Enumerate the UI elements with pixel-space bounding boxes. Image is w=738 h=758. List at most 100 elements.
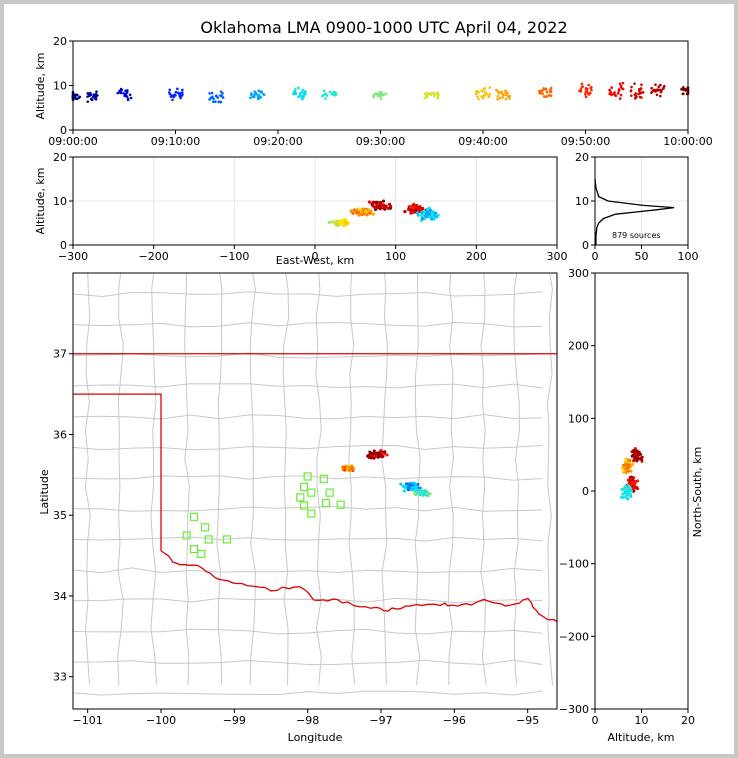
plan-view-source xyxy=(343,465,347,469)
time-height-source xyxy=(219,94,223,97)
time-height-source xyxy=(292,92,296,96)
ew-height-source xyxy=(413,210,417,214)
time-height-source xyxy=(496,98,499,101)
time-height-xtick-label: 09:00:00 xyxy=(48,135,97,148)
time-height-source xyxy=(380,91,383,94)
plan-view-source xyxy=(413,491,417,495)
time-height-source xyxy=(637,92,640,96)
time-height-source xyxy=(378,91,381,94)
county-line xyxy=(184,273,190,685)
time-height-source xyxy=(590,85,593,89)
ew-height-source xyxy=(409,205,413,209)
time-height-source xyxy=(629,89,633,92)
ns-height-panel: 0 10 20 −300 −200 −100 0 100 200 300 Altitude, km… xyxy=(559,267,704,744)
ew-height-source xyxy=(383,207,387,211)
plan-view-source xyxy=(369,456,373,460)
ns-height-ytick-label: 200 xyxy=(568,340,589,353)
time-height-source xyxy=(682,92,685,96)
ew-height-source xyxy=(427,215,431,219)
ew-height-source xyxy=(349,209,353,213)
time-height-source xyxy=(584,95,588,99)
ew-height-source xyxy=(427,212,431,216)
time-height-source xyxy=(585,90,589,93)
ns-height-source xyxy=(630,450,634,454)
county-line xyxy=(513,273,520,685)
ns-height-source xyxy=(622,469,626,473)
lma-station-marker xyxy=(200,523,210,532)
ew-height-source xyxy=(371,200,375,205)
plan-view-source xyxy=(406,486,410,490)
ew-height-xlabel: East-West, km xyxy=(276,254,354,267)
ew-height-source xyxy=(422,209,426,214)
ew-height-source xyxy=(416,213,420,217)
ns-height-source xyxy=(640,457,644,461)
county-line xyxy=(381,273,388,685)
ns-height-source xyxy=(623,490,627,494)
time-height-ytick-label: 10 xyxy=(53,80,67,93)
ns-height-ylabel: North-South, km xyxy=(691,447,704,538)
county-line xyxy=(73,383,543,389)
ew-height-ylabel: Altitude, km xyxy=(34,167,47,234)
time-height-source xyxy=(549,88,552,91)
time-height-source xyxy=(376,94,380,97)
ns-height-source xyxy=(633,455,637,459)
lma-station-marker xyxy=(182,531,191,540)
time-height-source xyxy=(208,92,211,95)
time-height-source xyxy=(372,93,376,97)
ns-height-source xyxy=(631,481,635,485)
time-height-source xyxy=(640,96,643,99)
altitude-histogram-panel: 0 50 100 0 10 20 879 sources xyxy=(575,151,699,263)
time-height-source xyxy=(485,92,488,95)
plan-view-source xyxy=(343,468,347,472)
time-height-source xyxy=(294,88,297,91)
time-height-source xyxy=(253,90,257,93)
time-height-source xyxy=(650,86,653,90)
plan-view-source xyxy=(378,452,382,456)
time-height-ytick-label: 20 xyxy=(53,35,67,48)
time-height-source xyxy=(433,94,436,98)
time-height-source xyxy=(500,91,504,94)
time-height-source xyxy=(382,93,386,96)
lma-station-marker xyxy=(197,549,206,559)
ew-height-source xyxy=(428,208,432,212)
time-height-source xyxy=(475,91,479,94)
time-height-source xyxy=(680,87,683,91)
time-height-source xyxy=(617,88,621,91)
plan-view-source xyxy=(379,449,383,453)
time-height-source xyxy=(174,90,178,94)
time-height-source xyxy=(180,94,183,98)
plan-view-xtick-label: −100 xyxy=(146,714,176,727)
ns-height-source xyxy=(632,484,636,488)
ew-height-source xyxy=(424,214,428,218)
time-height-source xyxy=(610,86,614,89)
county-line xyxy=(150,273,157,685)
ew-height-source xyxy=(420,216,425,220)
time-height-source xyxy=(590,88,593,92)
ew-height-source xyxy=(335,222,340,226)
plan-view-source xyxy=(403,486,407,490)
ns-height-source xyxy=(624,495,628,499)
time-height-source xyxy=(683,87,687,91)
time-height-source xyxy=(541,92,544,96)
time-height-source xyxy=(508,94,511,98)
ns-height-xtick-label: 0 xyxy=(592,714,599,727)
time-height-source xyxy=(259,95,263,99)
plan-view-source xyxy=(422,488,426,492)
time-height-source xyxy=(89,97,93,101)
time-height-source xyxy=(294,92,298,96)
ns-height-source xyxy=(633,446,637,450)
ew-height-source xyxy=(381,199,386,203)
time-height-source xyxy=(328,90,332,94)
ns-height-source xyxy=(636,452,640,456)
ns-height-source xyxy=(627,488,631,492)
county-line xyxy=(216,273,223,685)
time-height-source xyxy=(125,91,129,94)
time-height-source xyxy=(221,92,224,95)
time-height-source xyxy=(629,94,633,97)
lma-station-marker xyxy=(189,545,199,554)
lma-station-marker xyxy=(336,500,345,509)
ew-height-ytick-label: 0 xyxy=(60,239,67,252)
time-height-xtick-label: 10:00:00 xyxy=(663,135,712,148)
ew-height-source xyxy=(327,220,331,224)
time-height-source xyxy=(120,88,124,92)
